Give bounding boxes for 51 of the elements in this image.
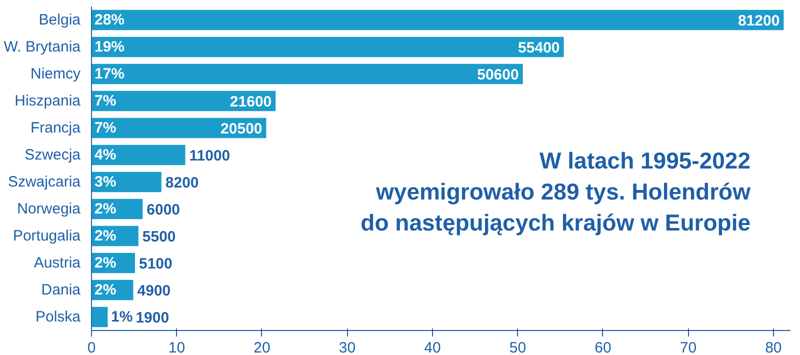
annotation: 2% xyxy=(94,228,116,244)
annotation: 28% xyxy=(94,12,125,28)
annotation: 20500 xyxy=(220,120,262,138)
y-tick-label: Niemcy xyxy=(30,66,81,82)
y-tick-label: Hiszpania xyxy=(14,92,82,110)
annotation: 17% xyxy=(94,66,125,82)
annotation: 3% xyxy=(94,174,116,190)
text: W latach 1995-2022 wyemigrowało 289 tys. Holendrów do następujących krajów w Europie xyxy=(360,147,751,236)
annotation: 1900 xyxy=(136,310,170,326)
x-tick-label: 60 xyxy=(594,340,612,355)
annotation: 19% xyxy=(94,38,125,56)
annotation: 5500 xyxy=(142,228,176,246)
x-tick-label: 50 xyxy=(509,340,526,355)
x-tick-label: 0 xyxy=(87,340,96,355)
annotation: 6000 xyxy=(146,202,180,218)
bar xyxy=(92,64,523,84)
y-tick-label: Belgia xyxy=(38,12,82,28)
annotation: 4900 xyxy=(137,282,171,300)
y-tick-label: Szwecja xyxy=(24,146,82,164)
y-tick-label: Dania xyxy=(41,282,82,298)
annotation: 81200 xyxy=(738,12,780,30)
annotation: 2% xyxy=(94,254,116,272)
bar xyxy=(92,306,108,328)
y-tick-label: Austria xyxy=(34,254,82,272)
y-tick-label: Polska xyxy=(35,308,82,326)
x-tick-label: 30 xyxy=(338,340,356,355)
annotation: 2% xyxy=(94,200,116,218)
x-tick-label: 20 xyxy=(254,340,270,355)
y-tick-label: W. Brytania xyxy=(4,38,82,56)
annotation: 1% xyxy=(111,308,133,326)
annotation: 2% xyxy=(94,282,116,298)
x-tick-label: 80 xyxy=(765,340,782,355)
x-tick-label: 40 xyxy=(424,340,441,355)
bar xyxy=(92,144,186,166)
y-tick-label: Portugalia xyxy=(12,228,82,244)
y-tick-label: Francja xyxy=(30,120,82,136)
bar xyxy=(92,36,564,58)
annotation: 7% xyxy=(94,92,116,110)
annotation: 7% xyxy=(94,120,116,136)
x-tick-label: 70 xyxy=(680,340,697,355)
annotation: 11000 xyxy=(189,148,230,164)
annotation: 21600 xyxy=(230,94,272,110)
annotation: 5100 xyxy=(138,256,172,272)
annotation: 8200 xyxy=(165,174,199,192)
annotation: 4% xyxy=(94,146,116,164)
y-tick-label: Szwajcaria xyxy=(8,174,82,190)
annotation: 55400 xyxy=(518,40,560,56)
x-tick-label: 10 xyxy=(168,340,186,355)
annotation: 50600 xyxy=(477,66,519,84)
bar xyxy=(92,10,784,30)
y-tick-label: Norwegia xyxy=(17,200,82,218)
